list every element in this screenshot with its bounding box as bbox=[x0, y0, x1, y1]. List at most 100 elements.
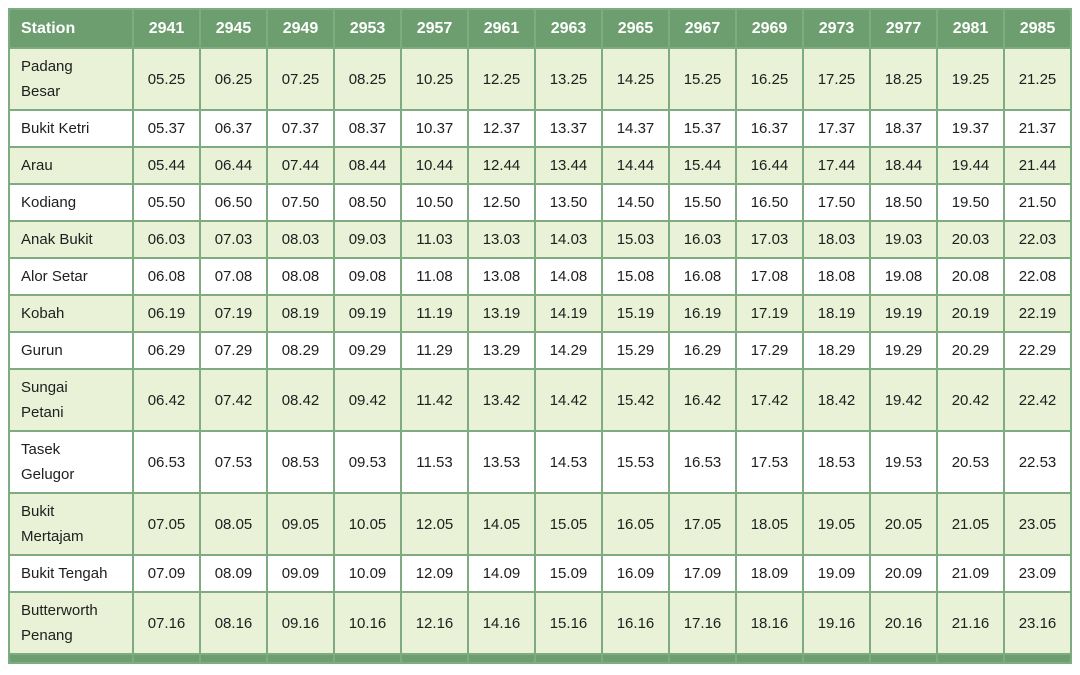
time-cell: 06.42 bbox=[132, 368, 201, 432]
time-cell: 17.19 bbox=[735, 294, 804, 333]
time-cell: 10.44 bbox=[400, 146, 469, 185]
time-cell: 22.08 bbox=[1003, 257, 1072, 296]
time-cell: 16.44 bbox=[735, 146, 804, 185]
time-cell: 17.16 bbox=[668, 591, 737, 655]
time-cell: 21.09 bbox=[936, 554, 1005, 593]
footer-cell bbox=[333, 653, 402, 664]
time-cell: 19.53 bbox=[869, 430, 938, 494]
footer-cell bbox=[8, 653, 134, 664]
time-cell: 13.25 bbox=[534, 47, 603, 111]
station-cell: Butterworth Penang bbox=[8, 591, 134, 655]
footer-bar bbox=[8, 653, 1072, 664]
time-cell: 13.03 bbox=[467, 220, 536, 259]
table-row: Butterworth Penang 07.16 08.16 09.16 10.16 12… bbox=[8, 591, 1072, 655]
time-cell: 13.50 bbox=[534, 183, 603, 222]
time-cell: 21.44 bbox=[1003, 146, 1072, 185]
station-cell: Bukit Tengah bbox=[8, 554, 134, 593]
time-cell: 22.03 bbox=[1003, 220, 1072, 259]
time-cell: 06.03 bbox=[132, 220, 201, 259]
time-cell: 16.25 bbox=[735, 47, 804, 111]
time-cell: 18.25 bbox=[869, 47, 938, 111]
station-cell: Tasek Gelugor bbox=[8, 430, 134, 494]
time-cell: 13.37 bbox=[534, 109, 603, 148]
time-cell: 08.37 bbox=[333, 109, 402, 148]
time-cell: 07.29 bbox=[199, 331, 268, 370]
time-cell: 17.09 bbox=[668, 554, 737, 593]
timetable-header: Station 2941 2945 2949 2953 2957 2961 2963 2965 2… bbox=[8, 8, 1072, 49]
time-cell: 20.08 bbox=[936, 257, 1005, 296]
time-cell: 18.50 bbox=[869, 183, 938, 222]
time-cell: 12.25 bbox=[467, 47, 536, 111]
time-cell: 16.05 bbox=[601, 492, 670, 556]
time-cell: 10.05 bbox=[333, 492, 402, 556]
time-cell: 09.29 bbox=[333, 331, 402, 370]
time-cell: 14.16 bbox=[467, 591, 536, 655]
time-cell: 07.03 bbox=[199, 220, 268, 259]
time-cell: 19.08 bbox=[869, 257, 938, 296]
station-cell: Bukit Ketri bbox=[8, 109, 134, 148]
time-cell: 09.03 bbox=[333, 220, 402, 259]
time-cell: 12.50 bbox=[467, 183, 536, 222]
time-cell: 07.05 bbox=[132, 492, 201, 556]
time-cell: 15.25 bbox=[668, 47, 737, 111]
time-cell: 17.08 bbox=[735, 257, 804, 296]
time-cell: 14.44 bbox=[601, 146, 670, 185]
time-cell: 13.29 bbox=[467, 331, 536, 370]
time-cell: 21.05 bbox=[936, 492, 1005, 556]
time-cell: 19.19 bbox=[869, 294, 938, 333]
time-cell: 23.09 bbox=[1003, 554, 1072, 593]
header-row: Station 2941 2945 2949 2953 2957 2961 2963 2965 2… bbox=[8, 8, 1072, 49]
time-cell: 18.08 bbox=[802, 257, 871, 296]
table-row: Gurun 06.29 07.29 08.29 09.29 11.29 13.29 14.29… bbox=[8, 331, 1072, 370]
time-cell: 06.08 bbox=[132, 257, 201, 296]
time-cell: 07.37 bbox=[266, 109, 335, 148]
time-cell: 13.53 bbox=[467, 430, 536, 494]
time-cell: 19.05 bbox=[802, 492, 871, 556]
time-cell: 15.50 bbox=[668, 183, 737, 222]
time-cell: 14.53 bbox=[534, 430, 603, 494]
time-cell: 10.16 bbox=[333, 591, 402, 655]
footer-cell bbox=[668, 653, 737, 664]
time-cell: 22.19 bbox=[1003, 294, 1072, 333]
footer-cell bbox=[601, 653, 670, 664]
time-cell: 19.29 bbox=[869, 331, 938, 370]
train-number-header: 2965 bbox=[601, 8, 670, 49]
time-cell: 13.42 bbox=[467, 368, 536, 432]
time-cell: 15.03 bbox=[601, 220, 670, 259]
time-cell: 05.50 bbox=[132, 183, 201, 222]
footer-cell bbox=[266, 653, 335, 664]
time-cell: 14.42 bbox=[534, 368, 603, 432]
time-cell: 18.44 bbox=[869, 146, 938, 185]
time-cell: 07.53 bbox=[199, 430, 268, 494]
time-cell: 15.42 bbox=[601, 368, 670, 432]
time-cell: 08.09 bbox=[199, 554, 268, 593]
station-cell: Alor Setar bbox=[8, 257, 134, 296]
time-cell: 18.53 bbox=[802, 430, 871, 494]
time-cell: 17.05 bbox=[668, 492, 737, 556]
table-row: Kobah 06.19 07.19 08.19 09.19 11.19 13.19 14.19… bbox=[8, 294, 1072, 333]
train-number-header: 2981 bbox=[936, 8, 1005, 49]
footer-cell bbox=[1003, 653, 1072, 664]
time-cell: 14.19 bbox=[534, 294, 603, 333]
time-cell: 19.03 bbox=[869, 220, 938, 259]
time-cell: 18.37 bbox=[869, 109, 938, 148]
time-cell: 11.03 bbox=[400, 220, 469, 259]
time-cell: 14.09 bbox=[467, 554, 536, 593]
table-row: Sungai Petani 06.42 07.42 08.42 09.42 11.42 13… bbox=[8, 368, 1072, 432]
time-cell: 08.05 bbox=[199, 492, 268, 556]
time-cell: 13.19 bbox=[467, 294, 536, 333]
time-cell: 17.29 bbox=[735, 331, 804, 370]
station-cell: Arau bbox=[8, 146, 134, 185]
time-cell: 05.25 bbox=[132, 47, 201, 111]
time-cell: 08.42 bbox=[266, 368, 335, 432]
train-timetable: Station 2941 2945 2949 2953 2957 2961 2963 2965 2… bbox=[8, 8, 1072, 664]
time-cell: 21.37 bbox=[1003, 109, 1072, 148]
time-cell: 09.08 bbox=[333, 257, 402, 296]
time-cell: 05.44 bbox=[132, 146, 201, 185]
time-cell: 18.42 bbox=[802, 368, 871, 432]
table-row: Anak Bukit 06.03 07.03 08.03 09.03 11.03 13.03… bbox=[8, 220, 1072, 259]
station-cell: Bukit Mertajam bbox=[8, 492, 134, 556]
time-cell: 12.09 bbox=[400, 554, 469, 593]
train-number-header: 2949 bbox=[266, 8, 335, 49]
